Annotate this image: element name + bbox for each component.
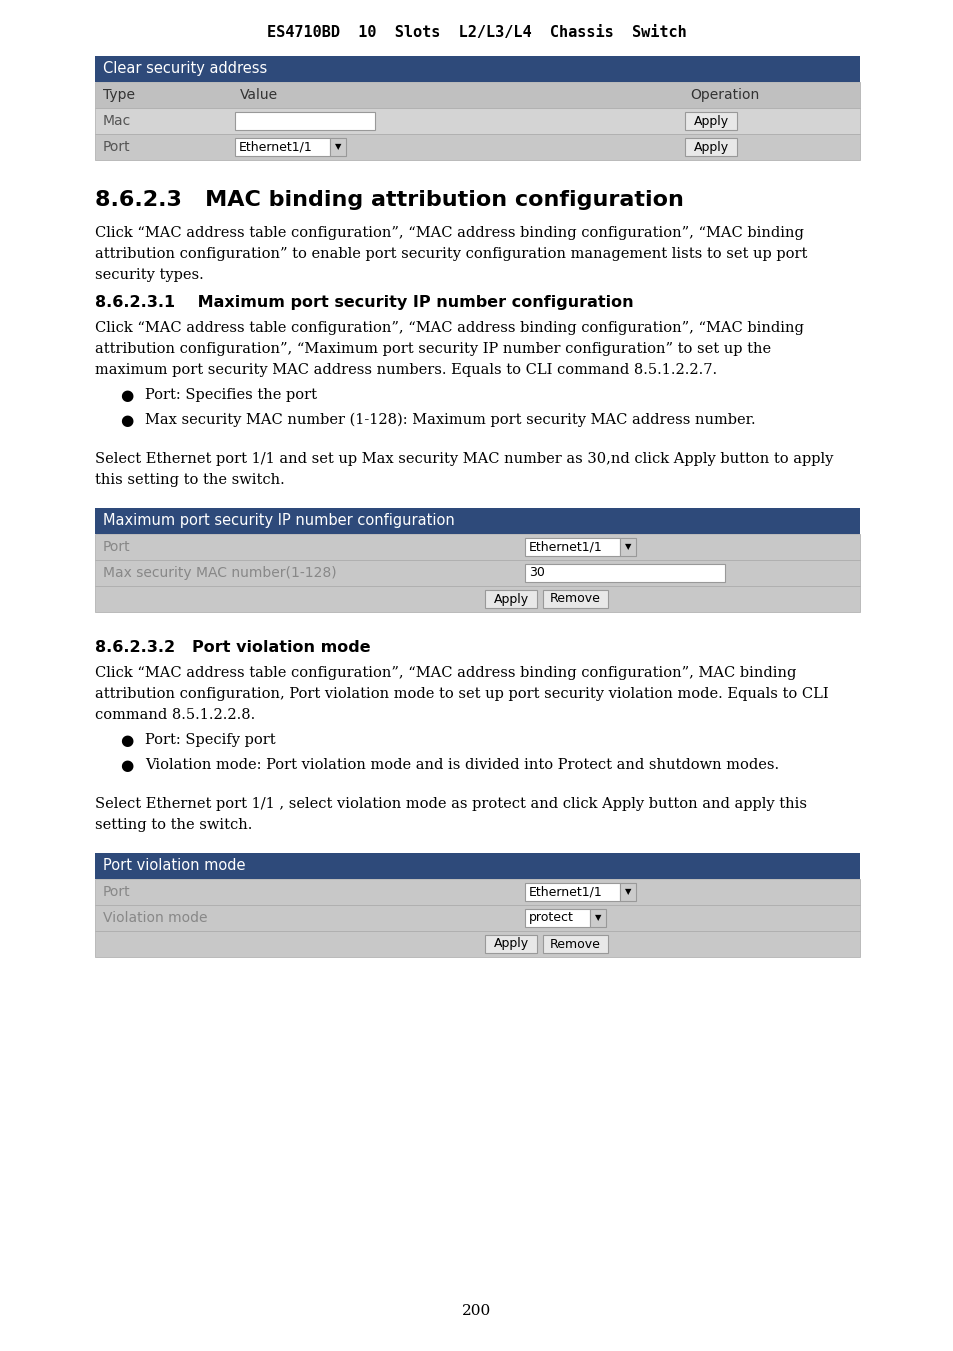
Text: Clear security address: Clear security address	[103, 62, 267, 77]
Bar	[95, 508, 859, 534]
Bar	[95, 931, 859, 957]
Text: attribution configuration, Port violation mode to set up port security violation: attribution configuration, Port violatio…	[95, 688, 828, 701]
Text: Click “MAC address table configuration”, “MAC address binding configuration”, “M: Click “MAC address table configuration”,…	[95, 226, 803, 240]
Text: maximum port security MAC address numbers. Equals to CLI command 8.5.1.2.2.7.: maximum port security MAC address number…	[95, 363, 717, 377]
Text: Click “MAC address table configuration”, “MAC address binding configuration”, “M: Click “MAC address table configuration”,…	[95, 322, 803, 335]
Bar	[95, 880, 859, 905]
Text: ●: ●	[120, 388, 133, 403]
Bar	[542, 935, 607, 952]
Text: ES4710BD  10  Slots  L2/L3/L4  Chassis  Switch: ES4710BD 10 Slots L2/L3/L4 Chassis Switc…	[267, 26, 686, 41]
Text: Apply: Apply	[693, 141, 728, 154]
Text: Remove: Remove	[550, 938, 600, 951]
Text: Select Ethernet port 1/1 and set up Max security MAC number as 30,nd click Apply: Select Ethernet port 1/1 and set up Max …	[95, 453, 833, 466]
Text: Apply: Apply	[493, 938, 528, 951]
Bar	[95, 534, 859, 561]
Text: Click “MAC address table configuration”, “MAC address binding configuration”, MA: Click “MAC address table configuration”,…	[95, 666, 796, 680]
Text: attribution configuration” to enable port security configuration management list: attribution configuration” to enable por…	[95, 247, 806, 261]
Bar	[684, 112, 737, 130]
Text: Type: Type	[103, 88, 135, 101]
Text: protect: protect	[529, 912, 574, 924]
Bar	[524, 884, 619, 901]
Text: 8.6.2.3   MAC binding attribution configuration: 8.6.2.3 MAC binding attribution configur…	[95, 190, 683, 209]
Bar	[95, 852, 859, 880]
Bar	[95, 55, 859, 82]
Bar	[484, 935, 537, 952]
Text: Violation mode: Violation mode	[103, 911, 208, 925]
Text: ▼: ▼	[594, 913, 600, 923]
Text: ●: ●	[120, 413, 133, 428]
Text: 30: 30	[529, 566, 544, 580]
Text: Mac: Mac	[103, 113, 132, 128]
Text: command 8.5.1.2.2.8.: command 8.5.1.2.2.8.	[95, 708, 255, 721]
Bar	[234, 138, 330, 155]
Bar	[95, 586, 859, 612]
Text: Port: Specifies the port: Port: Specifies the port	[145, 388, 316, 403]
Text: 8.6.2.3.2   Port violation mode: 8.6.2.3.2 Port violation mode	[95, 640, 370, 655]
Text: this setting to the switch.: this setting to the switch.	[95, 473, 284, 486]
Text: Ethernet1/1: Ethernet1/1	[239, 141, 313, 154]
Bar	[95, 561, 859, 586]
Text: Operation: Operation	[689, 88, 759, 101]
Bar	[589, 909, 605, 927]
Bar	[619, 884, 636, 901]
Text: attribution configuration”, “Maximum port security IP number configuration” to s: attribution configuration”, “Maximum por…	[95, 342, 770, 357]
Text: Apply: Apply	[493, 593, 528, 605]
Bar	[542, 590, 607, 608]
Text: Max security MAC number (1-128): Maximum port security MAC address number.: Max security MAC number (1-128): Maximum…	[145, 413, 755, 427]
Text: Port: Specify port: Port: Specify port	[145, 734, 275, 747]
Bar	[619, 538, 636, 557]
Text: ▼: ▼	[624, 543, 631, 551]
Bar	[330, 138, 346, 155]
Text: ▼: ▼	[624, 888, 631, 897]
Text: Maximum port security IP number configuration: Maximum port security IP number configur…	[103, 513, 455, 528]
Bar	[524, 909, 589, 927]
Bar	[95, 108, 859, 134]
Text: Port violation mode: Port violation mode	[103, 858, 245, 874]
Bar	[484, 590, 537, 608]
Text: 8.6.2.3.1    Maximum port security IP number configuration: 8.6.2.3.1 Maximum port security IP numbe…	[95, 295, 633, 309]
Text: security types.: security types.	[95, 267, 204, 282]
Text: Port: Port	[103, 141, 131, 154]
Bar	[684, 138, 737, 155]
Bar	[95, 905, 859, 931]
Bar	[524, 563, 724, 582]
Text: Remove: Remove	[550, 593, 600, 605]
Bar	[95, 134, 859, 159]
Text: Port: Port	[103, 540, 131, 554]
Text: Violation mode: Port violation mode and is divided into Protect and shutdown mod: Violation mode: Port violation mode and …	[145, 758, 779, 771]
Bar	[524, 538, 619, 557]
Text: Max security MAC number(1-128): Max security MAC number(1-128)	[103, 566, 336, 580]
Text: ●: ●	[120, 734, 133, 748]
Text: ●: ●	[120, 758, 133, 773]
Text: ▼: ▼	[335, 142, 341, 151]
Text: Select Ethernet port 1/1 , select violation mode as protect and click Apply butt: Select Ethernet port 1/1 , select violat…	[95, 797, 806, 811]
Bar	[95, 82, 859, 108]
Text: setting to the switch.: setting to the switch.	[95, 817, 253, 832]
Text: 200: 200	[462, 1304, 491, 1319]
Text: Port: Port	[103, 885, 131, 898]
Text: Ethernet1/1: Ethernet1/1	[529, 885, 602, 898]
Text: Apply: Apply	[693, 115, 728, 127]
Bar	[234, 112, 375, 130]
Text: Value: Value	[240, 88, 278, 101]
Text: Ethernet1/1: Ethernet1/1	[529, 540, 602, 554]
